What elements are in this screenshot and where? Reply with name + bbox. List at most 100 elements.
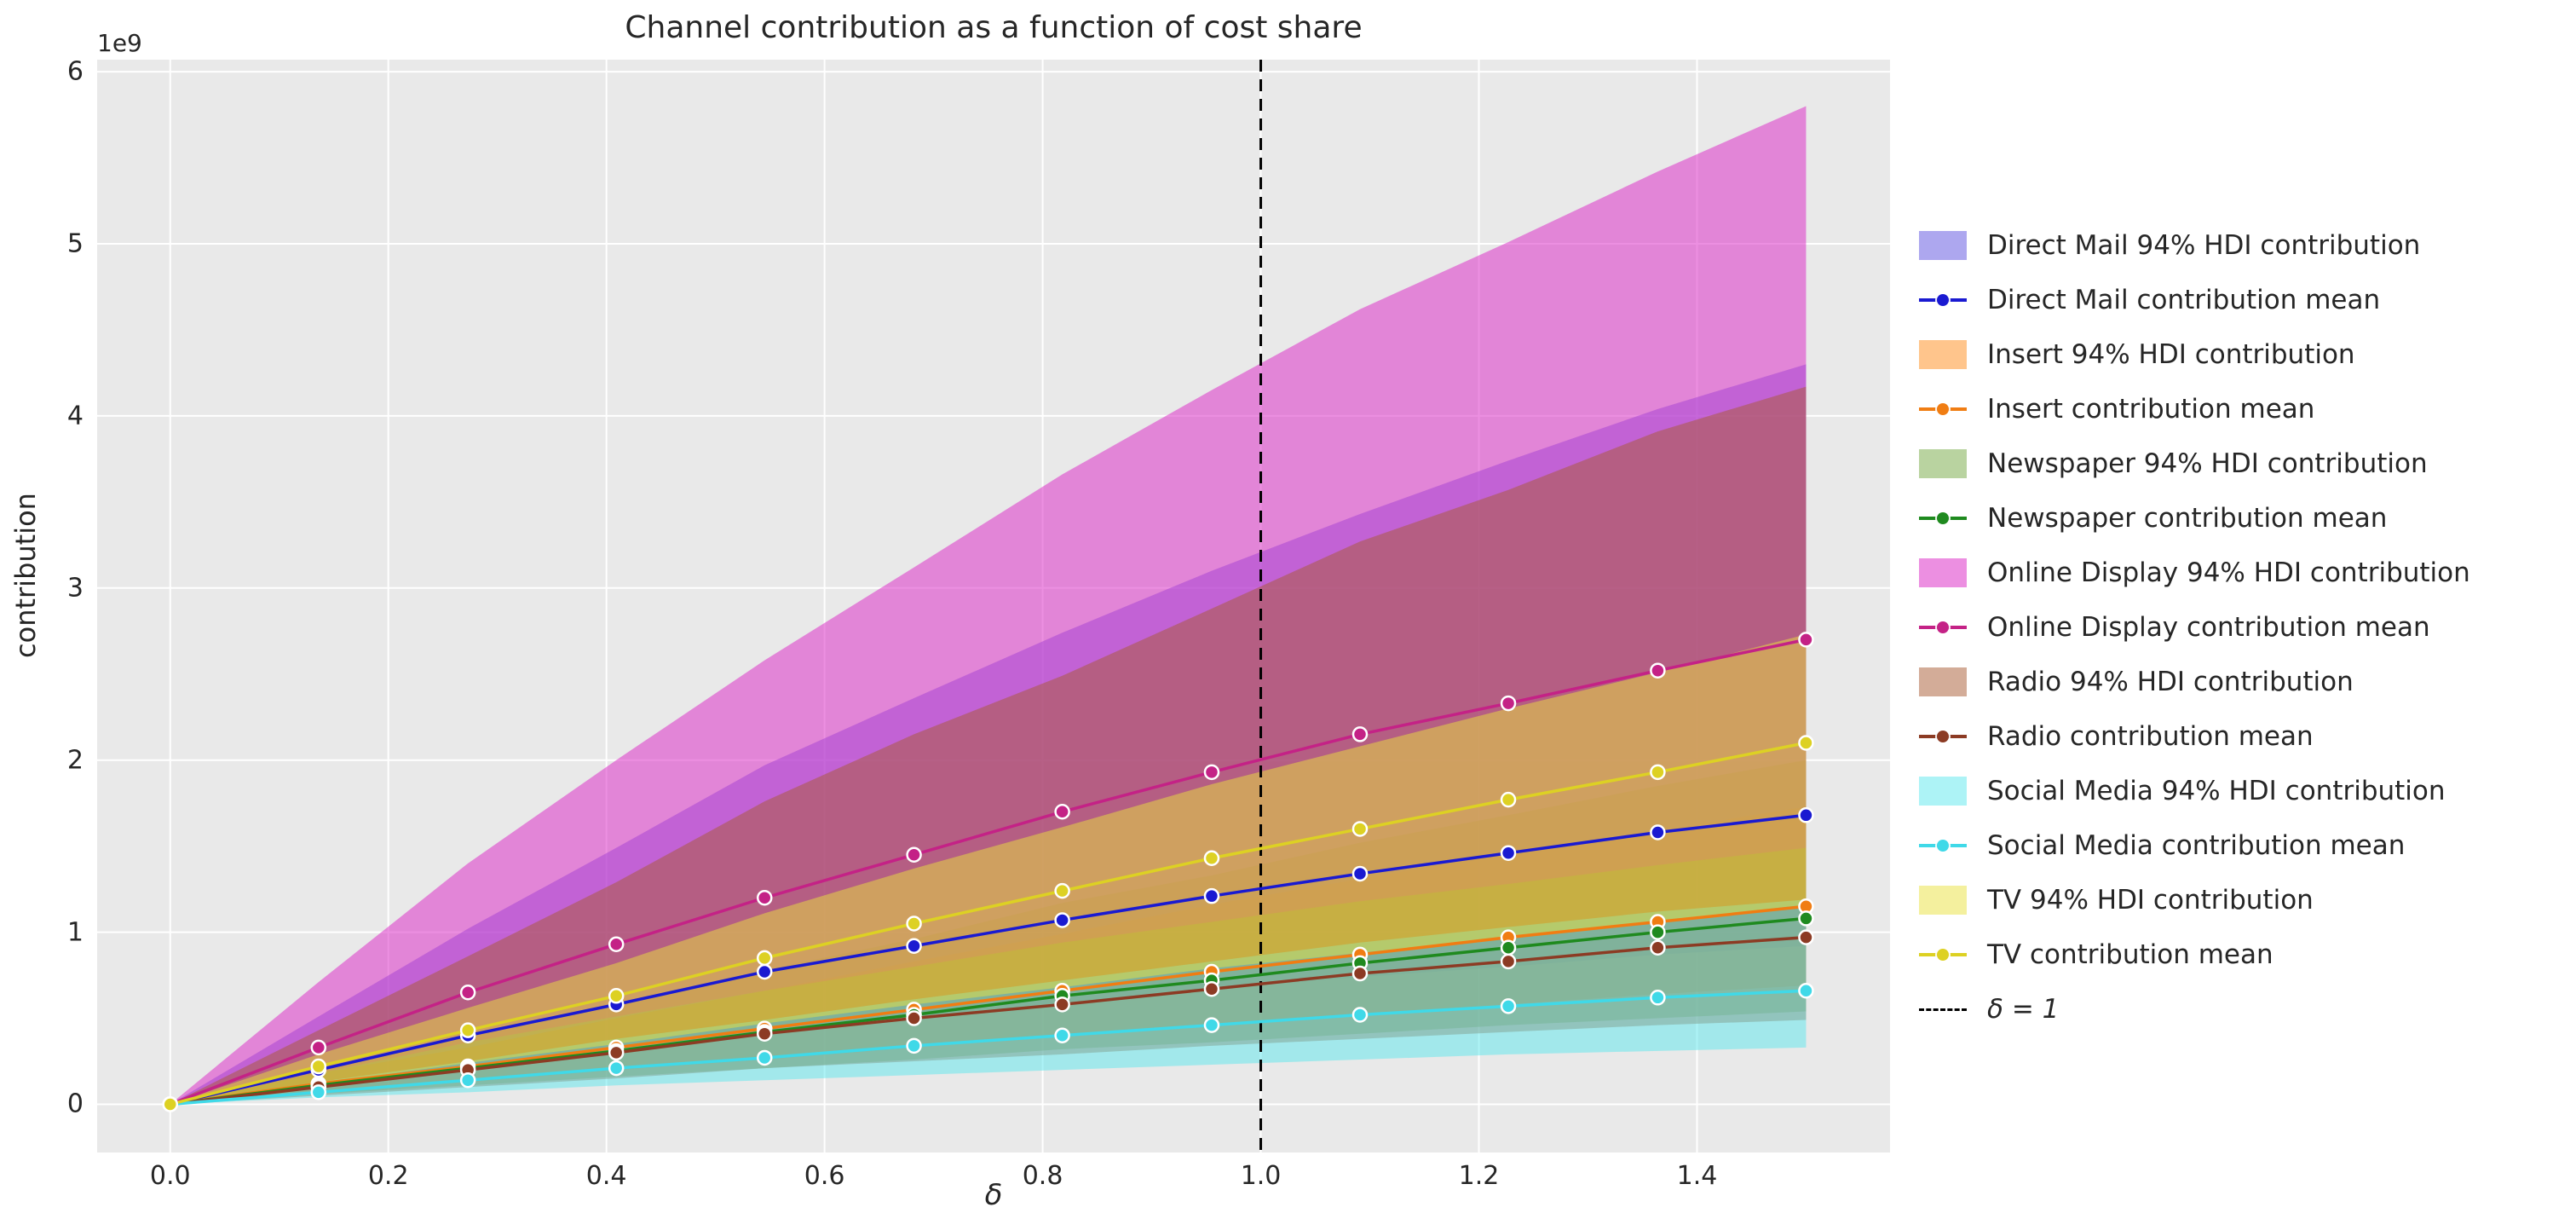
legend-label: δ = 1 bbox=[1987, 994, 2060, 1025]
legend-line-swatch bbox=[1919, 619, 1967, 636]
legend-label: Insert contribution mean bbox=[1987, 394, 2315, 425]
radio-mean-marker bbox=[1351, 965, 1369, 982]
tv-mean-marker bbox=[1798, 735, 1814, 751]
newspaper-mean-line bbox=[170, 916, 1807, 1106]
legend-marker-dot bbox=[1937, 403, 1949, 415]
legend-item-social-media-contribution-mean: Social Media contribution mean bbox=[1919, 818, 2470, 873]
online-display-mean-marker bbox=[906, 846, 922, 863]
legend-label: Social Media 94% HDI contribution bbox=[1987, 776, 2446, 806]
tv-mean-marker bbox=[1351, 821, 1369, 837]
legend-label: Radio contribution mean bbox=[1987, 721, 2314, 752]
legend-item-tv-contribution-mean: TV contribution mean bbox=[1919, 927, 2470, 982]
legend-label: TV contribution mean bbox=[1987, 939, 2273, 970]
x-tick-label: 0.6 bbox=[804, 1161, 845, 1191]
radio-mean-marker bbox=[1054, 996, 1070, 1013]
direct-mail-mean-marker bbox=[1203, 887, 1220, 904]
y-tick-label: 3 bbox=[66, 573, 84, 604]
online-display-mean-marker bbox=[459, 984, 476, 1001]
radio-mean-marker bbox=[1500, 953, 1517, 970]
tv-mean-marker bbox=[459, 1022, 476, 1038]
x-tick-label: 1.4 bbox=[1676, 1161, 1718, 1191]
legend-marker-dot bbox=[1937, 840, 1949, 852]
legend-item-online-display-94-hdi-contribution: Online Display 94% HDI contribution bbox=[1919, 546, 2470, 600]
social-media-mean-line bbox=[170, 989, 1807, 1106]
y-tick-label: 2 bbox=[66, 745, 84, 776]
y-tick-label: 4 bbox=[66, 401, 84, 431]
x-tick-label: 0.2 bbox=[367, 1161, 409, 1191]
legend-item--1: δ = 1 bbox=[1919, 982, 2470, 1037]
online-display-mean-marker bbox=[1351, 726, 1369, 742]
legend-marker-dot bbox=[1937, 294, 1949, 306]
tv-mean-marker bbox=[1650, 764, 1666, 781]
legend-label: Direct Mail contribution mean bbox=[1987, 285, 2381, 315]
tv-mean-marker bbox=[906, 916, 922, 932]
legend-patch-swatch bbox=[1919, 340, 1967, 369]
legend-item-insert-contribution-mean: Insert contribution mean bbox=[1919, 382, 2470, 436]
direct-mail-mean-line bbox=[170, 813, 1807, 1106]
legend-patch-swatch bbox=[1919, 231, 1967, 260]
newspaper-mean-marker bbox=[1650, 924, 1666, 940]
tv-mean-marker bbox=[1054, 882, 1070, 899]
social-media-mean-marker bbox=[1351, 1007, 1369, 1023]
radio-mean-marker bbox=[756, 1025, 773, 1042]
radio-mean-marker bbox=[608, 1044, 625, 1061]
legend-label: Direct Mail 94% HDI contribution bbox=[1987, 230, 2421, 261]
online-display-mean-marker bbox=[1054, 804, 1070, 820]
online-display-mean-marker bbox=[1500, 695, 1517, 712]
social-media-mean-marker bbox=[1798, 982, 1814, 999]
tv-mean-line bbox=[170, 741, 1807, 1106]
newspaper-mean-marker bbox=[1798, 910, 1814, 927]
online-display-mean-marker bbox=[608, 936, 625, 952]
tv-mean-marker bbox=[310, 1058, 327, 1075]
direct-mail-mean-marker bbox=[1798, 807, 1814, 823]
legend-marker-dot bbox=[1937, 731, 1949, 742]
y-tick-label: 1 bbox=[66, 917, 84, 948]
legend-label: Social Media contribution mean bbox=[1987, 830, 2406, 861]
radio-mean-marker bbox=[1203, 980, 1220, 997]
x-tick-label: 0.8 bbox=[1022, 1161, 1063, 1191]
legend-patch-swatch bbox=[1919, 777, 1967, 806]
legend-marker-dot bbox=[1937, 949, 1949, 961]
x-tick-label: 0.0 bbox=[149, 1161, 191, 1191]
legend-patch-swatch bbox=[1919, 667, 1967, 696]
legend-item-newspaper-contribution-mean: Newspaper contribution mean bbox=[1919, 491, 2470, 546]
legend-label: Online Display 94% HDI contribution bbox=[1987, 557, 2470, 588]
legend-label: Newspaper 94% HDI contribution bbox=[1987, 448, 2428, 479]
chart-title: Channel contribution as a function of co… bbox=[625, 10, 1363, 45]
legend-line-swatch bbox=[1919, 946, 1967, 963]
legend-item-radio-contribution-mean: Radio contribution mean bbox=[1919, 709, 2470, 764]
y-tick-label: 6 bbox=[66, 56, 84, 87]
insert-mean-line bbox=[170, 904, 1807, 1106]
direct-mail-mean-marker bbox=[1500, 845, 1517, 861]
plot-area bbox=[97, 60, 1890, 1152]
x-tick-label: 1.2 bbox=[1458, 1161, 1500, 1191]
tv-mean-marker bbox=[608, 988, 625, 1004]
legend-line-swatch bbox=[1919, 837, 1967, 854]
direct-mail-mean-marker bbox=[756, 963, 773, 980]
chart-canvas bbox=[97, 60, 1890, 1152]
online-display-mean-marker bbox=[756, 889, 773, 906]
social-media-mean-marker bbox=[906, 1037, 922, 1054]
social-media-mean-marker bbox=[1650, 990, 1666, 1006]
legend-item-insert-94-hdi-contribution: Insert 94% HDI contribution bbox=[1919, 327, 2470, 382]
legend-patch-swatch bbox=[1919, 886, 1967, 915]
online-display-mean-marker bbox=[1203, 764, 1220, 781]
legend-item-direct-mail-contribution-mean: Direct Mail contribution mean bbox=[1919, 273, 2470, 327]
legend-label: Radio 94% HDI contribution bbox=[1987, 667, 2354, 697]
legend-line-swatch bbox=[1919, 510, 1967, 527]
legend-patch-swatch bbox=[1919, 449, 1967, 478]
direct-mail-mean-marker bbox=[906, 938, 922, 954]
legend-marker-dot bbox=[1937, 512, 1949, 524]
legend-line-swatch bbox=[1919, 728, 1967, 745]
social-media-mean-marker bbox=[608, 1060, 625, 1077]
x-axis-label: δ bbox=[984, 1178, 1003, 1212]
legend-label: TV 94% HDI contribution bbox=[1987, 885, 2314, 916]
tv-hdi-band bbox=[170, 634, 1807, 1105]
social-media-mean-marker bbox=[1054, 1027, 1070, 1043]
online-display-mean-marker bbox=[1798, 632, 1814, 648]
legend-dashed-line-swatch bbox=[1919, 1008, 1967, 1011]
legend: Direct Mail 94% HDI contribution Direct M… bbox=[1919, 218, 2470, 1037]
legend-label: Insert 94% HDI contribution bbox=[1987, 339, 2355, 370]
online-display-mean-marker bbox=[1650, 662, 1666, 679]
